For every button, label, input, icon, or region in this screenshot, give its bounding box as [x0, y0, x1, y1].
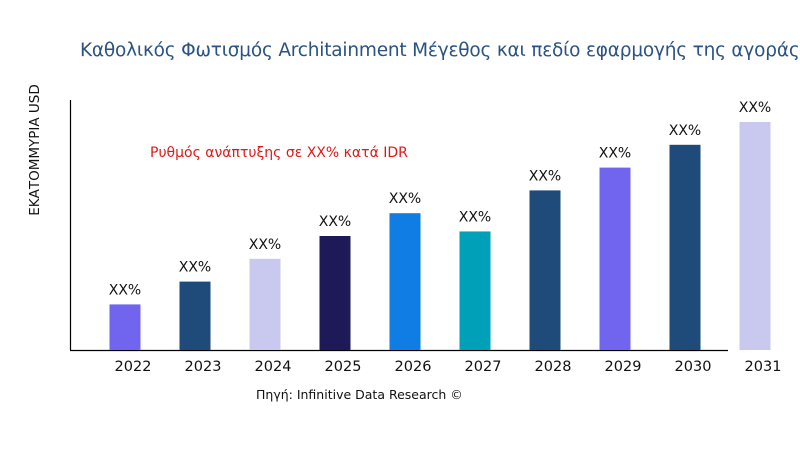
chart-title: Καθολικός Φωτισμός Architainment Μέγεθος…: [80, 40, 800, 61]
bar-2029: [599, 167, 631, 350]
data-label-2022: XX%: [109, 282, 141, 298]
x-tick-label-2029: 2029: [605, 359, 642, 375]
x-tick-label-2027: 2027: [465, 359, 502, 375]
bar-2028: [529, 190, 561, 350]
data-label-2031: XX%: [739, 100, 771, 116]
data-label-2025: XX%: [319, 214, 351, 230]
bar-2027: [459, 231, 491, 350]
bar-2031: [739, 122, 771, 350]
data-label-2029: XX%: [599, 146, 631, 162]
bar-2030: [669, 144, 701, 350]
data-label-2027: XX%: [459, 209, 491, 225]
data-label-2028: XX%: [529, 168, 561, 184]
x-tick-label-2031: 2031: [745, 359, 782, 375]
source-note: Πηγή: Infinitive Data Research ©: [256, 387, 463, 402]
bar-2024: [249, 258, 281, 350]
growth-annotation: Ρυθμός ανάπτυξης σε XX% κατά IDR: [150, 145, 408, 161]
data-label-2023: XX%: [179, 260, 211, 276]
bar-2022: [109, 304, 141, 350]
x-tick-label-2030: 2030: [675, 359, 712, 375]
x-tick-label-2026: 2026: [395, 359, 432, 375]
data-label-2024: XX%: [249, 237, 281, 253]
x-tick-label-2028: 2028: [535, 359, 572, 375]
x-tick-label-2025: 2025: [325, 359, 362, 375]
bar-2025: [319, 236, 351, 350]
x-tick-label-2023: 2023: [185, 359, 222, 375]
bar-2026: [389, 213, 421, 350]
data-label-2026: XX%: [389, 191, 421, 207]
bar-2023: [179, 281, 211, 350]
data-label-2030: XX%: [669, 123, 701, 139]
x-tick-label-2022: 2022: [115, 359, 152, 375]
x-tick-label-2024: 2024: [255, 359, 292, 375]
